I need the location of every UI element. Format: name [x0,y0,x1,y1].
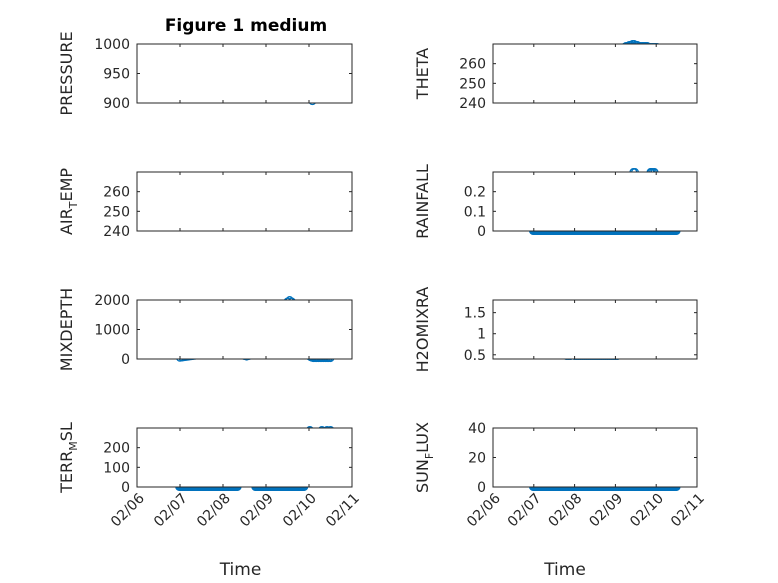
ytick-label: 240 [103,224,130,240]
ytick-label: 0.2 [464,185,486,201]
panel-air_temp: 240 250 260 AIRTEMP [57,168,353,240]
ytick-label: 0 [121,352,130,368]
ytick-label: 1 [477,327,486,343]
ytick-label: 0.1 [464,204,486,220]
axes-frame-rainfall [492,171,698,232]
ytick-label: 20 [468,451,486,467]
axes-frame-air_temp [136,171,353,232]
ytick-label: 0 [477,480,486,496]
ylabel-theta: THETA [413,48,432,100]
axes-frame-theta [492,43,698,104]
panel-pressure: 900 950 1000 PRESSURE [57,31,353,116]
ytick-label: 1000 [94,37,130,53]
figure-title: Figure 1 medium [165,16,327,36]
xlabel-terr_msl: Time [219,560,262,580]
axes-frame-pressure [136,43,353,104]
ytick-label: 1.5 [464,306,486,322]
panel-theta: 240 250 260 THETA [413,40,698,112]
ytick-label: 1000 [94,323,130,339]
ylabel-air_temp: AIRTEMP [57,168,80,235]
ytick-label: 250 [459,76,486,92]
axes-frame-terr_msl [136,427,353,488]
panel-h2omixra: 0.5 1 1.5 H2OMIXRA [413,287,698,373]
ylabel-pressure: PRESSURE [57,31,76,115]
panel-rainfall: 0 0.1 0.2 RAINFALL [413,164,698,240]
ytick-label: 260 [459,57,486,73]
ytick-label: 0 [121,480,130,496]
ytick-label: 40 [468,421,486,437]
ylabel-rainfall: RAINFALL [413,164,432,239]
ylabel-h2omixra: H2OMIXRA [413,287,432,373]
ytick-label: 200 [103,441,130,457]
ytick-label: 0.5 [464,348,486,364]
ytick-label: 250 [103,204,130,220]
ylabel-mixdepth: MIXDEPTH [57,288,76,371]
axes-frame-mixdepth [136,299,353,360]
axes-frame-h2omixra [492,299,698,360]
ytick-label: 2000 [94,293,130,309]
ytick-label: 950 [103,67,130,83]
ylabel-terr_msl: TERRMSL [57,422,80,494]
xlabel-sun_flux: Time [543,560,586,580]
ytick-label: 260 [103,185,130,201]
ytick-label: 100 [103,460,130,476]
ytick-label: 0 [477,224,486,240]
axes-frame-sun_flux [492,427,698,488]
ytick-label: 900 [103,96,130,112]
ylabel-sun_flux: SUNFLUX [413,422,436,493]
ytick-label: 240 [459,96,486,112]
panel-mixdepth: 0 1000 2000 MIXDEPTH [57,288,353,371]
